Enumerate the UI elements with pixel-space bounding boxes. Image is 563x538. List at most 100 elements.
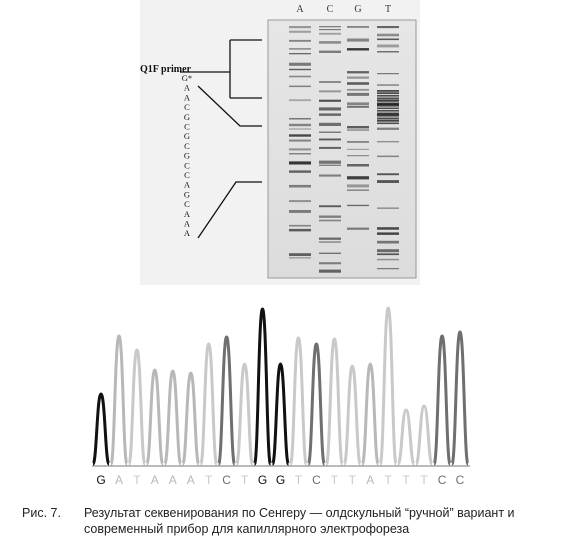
peak-t (288, 336, 308, 466)
gel-band (319, 99, 341, 102)
gel-band (377, 115, 399, 117)
gel-band (319, 262, 341, 265)
gel-band (289, 161, 311, 165)
primer-label: Q1F primer (140, 64, 192, 75)
base-call-a: A (151, 473, 159, 487)
sequence-letter: A (184, 219, 191, 229)
peak-c (450, 330, 470, 466)
caption-number: Рис. 7. (22, 506, 61, 520)
gel-band (377, 127, 399, 130)
gel-band (289, 68, 311, 71)
gel-band (347, 38, 369, 42)
bracket-lines (180, 39, 262, 239)
peak-g (271, 362, 290, 466)
gel-band (377, 97, 399, 100)
gel-band (347, 155, 369, 157)
base-call-t: T (349, 473, 357, 487)
base-call-t: T (205, 473, 213, 487)
gel-band (319, 81, 341, 83)
sequence-letter: G (184, 151, 190, 161)
gel-band (347, 102, 369, 106)
sequence-letter: A (184, 228, 191, 238)
peak-a (360, 362, 380, 466)
gel-band (289, 118, 311, 120)
sequence-letter: G (184, 189, 190, 199)
sequence-letter: C (184, 122, 190, 132)
gel-band (319, 32, 341, 35)
gel-band (347, 88, 369, 91)
peak-t (235, 362, 255, 466)
peak-a (145, 368, 165, 466)
gel-band (289, 53, 311, 55)
gel-band (319, 269, 341, 273)
base-call-a: A (169, 473, 177, 487)
gel-band (289, 170, 311, 173)
gel-band (377, 90, 399, 93)
peak-a (109, 334, 129, 466)
gel-band (319, 219, 341, 222)
gel-band (377, 268, 399, 270)
gel-band (377, 240, 399, 244)
gel-band (319, 174, 341, 177)
lane-label-g: G (354, 4, 361, 15)
gel-band (377, 38, 399, 41)
peak-t (342, 364, 362, 466)
peak-t (396, 408, 416, 466)
peak-g (91, 392, 111, 466)
gel-band (289, 48, 311, 50)
gel-band (377, 102, 399, 105)
gel-band (289, 123, 311, 127)
base-call-t: T (385, 473, 393, 487)
gel-band (347, 106, 369, 108)
sequence-letter: C (184, 160, 190, 170)
base-call-g: G (276, 473, 285, 487)
base-call-a: A (115, 473, 123, 487)
gel-band (289, 39, 311, 42)
gel-band (377, 253, 399, 256)
caption-text: Результат секвенирования по Сенгеру — ол… (84, 506, 515, 536)
gel-band (319, 215, 341, 218)
gel-band (289, 184, 311, 188)
peak-a (163, 369, 183, 466)
gel-band (377, 113, 399, 116)
peak-t (378, 306, 398, 466)
base-call-a: A (366, 473, 374, 487)
base-call-t: T (420, 473, 428, 487)
gel-band (377, 102, 399, 106)
gel-band (289, 26, 311, 29)
gel-band (319, 29, 341, 31)
gel-band (289, 85, 311, 88)
base-call-t: T (133, 473, 141, 487)
gel-band (289, 134, 311, 137)
base-call-g: G (258, 473, 267, 487)
sequence-top-pointer (197, 85, 262, 127)
sequence-bottom-pointer (197, 181, 262, 239)
sequence-letter: C (184, 141, 190, 151)
gel-band (289, 75, 311, 78)
base-call-t: T (331, 473, 339, 487)
sequence-letter: A (184, 83, 191, 93)
gel-band (289, 253, 311, 256)
gel-band (377, 26, 399, 29)
gel-band (347, 176, 369, 180)
sequence-letter: G (184, 112, 190, 122)
lane-label-a: A (296, 4, 304, 15)
gel-band (377, 73, 399, 75)
peak-t (127, 348, 147, 466)
gel-band (377, 51, 399, 53)
gel-band (377, 117, 399, 120)
gel-band (289, 139, 311, 142)
sequence-letter: A (184, 180, 191, 190)
gel-band (377, 227, 399, 230)
gel-band (377, 95, 399, 97)
sequence-letter: C (184, 199, 190, 209)
gel-bands (289, 26, 399, 273)
gel-band (377, 92, 399, 95)
base-call-c: C (222, 473, 231, 487)
gel-band (347, 141, 369, 143)
gel-band (347, 71, 369, 74)
gel-band (319, 241, 341, 243)
